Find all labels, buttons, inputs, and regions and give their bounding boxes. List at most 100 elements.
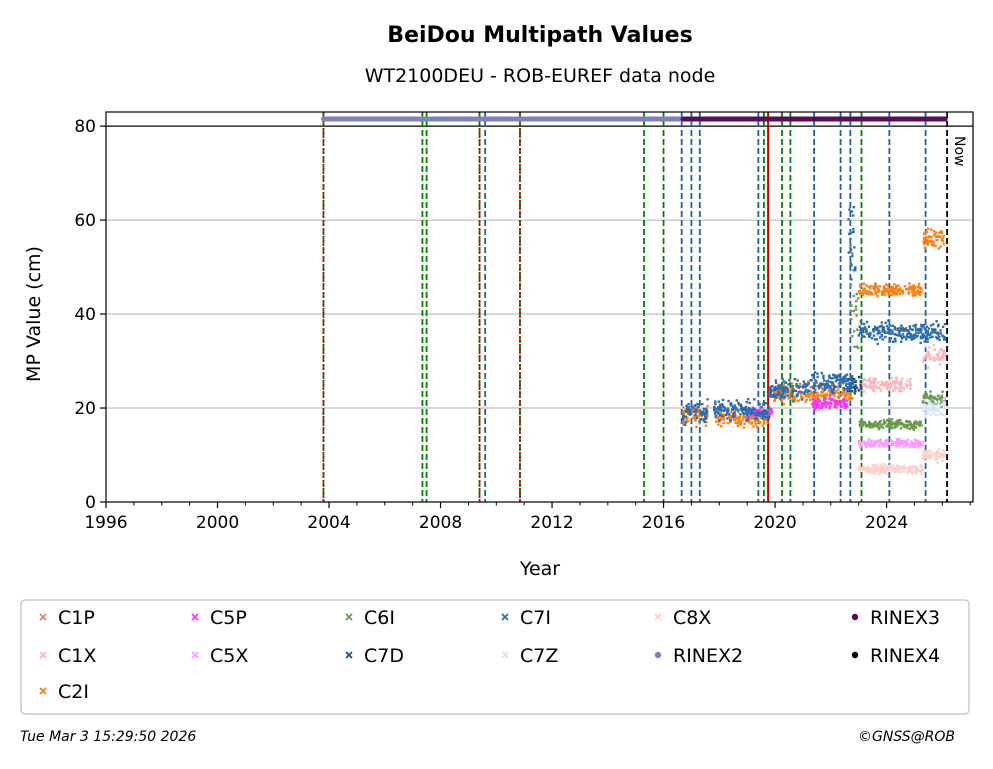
data-point xyxy=(862,464,865,468)
data-point xyxy=(762,409,765,412)
data-point xyxy=(879,471,882,474)
data-point xyxy=(760,406,764,409)
data-point xyxy=(772,393,776,396)
data-point xyxy=(742,415,745,418)
data-point xyxy=(873,464,876,467)
data-point xyxy=(852,294,855,298)
data-point xyxy=(923,246,927,249)
data-point xyxy=(688,413,692,416)
data-point xyxy=(769,391,772,394)
data-point xyxy=(843,388,847,391)
data-point xyxy=(907,292,910,295)
data-point xyxy=(874,292,877,295)
data-point xyxy=(829,404,832,408)
data-point xyxy=(922,357,926,361)
data-point xyxy=(810,373,814,377)
legend-item-rinex3: RINEX3 xyxy=(851,607,940,629)
data-point xyxy=(919,287,923,291)
data-point xyxy=(850,317,853,321)
data-point xyxy=(882,444,886,447)
data-point xyxy=(916,442,919,445)
data-point xyxy=(859,442,863,446)
data-point xyxy=(932,240,935,243)
data-point xyxy=(940,403,944,406)
data-point xyxy=(693,415,696,418)
data-point xyxy=(720,412,723,415)
data-point xyxy=(829,392,832,396)
data-point xyxy=(889,329,892,332)
data-point xyxy=(782,395,785,399)
data-point xyxy=(911,465,914,468)
data-point xyxy=(770,394,773,397)
data-point xyxy=(845,403,848,406)
data-point xyxy=(821,383,824,387)
data-point xyxy=(834,391,837,395)
data-point xyxy=(901,326,904,329)
data-point xyxy=(929,454,933,458)
data-point xyxy=(774,379,778,382)
data-point xyxy=(830,401,833,405)
data-point xyxy=(932,343,936,347)
data-point xyxy=(844,404,847,408)
data-point xyxy=(704,417,708,421)
data-point xyxy=(926,355,929,358)
data-point xyxy=(905,383,908,386)
data-point xyxy=(779,384,783,387)
x-tick-label: 2012 xyxy=(530,513,573,533)
data-point xyxy=(873,385,876,389)
data-point xyxy=(878,441,881,445)
data-point xyxy=(816,372,819,375)
data-point xyxy=(771,389,774,392)
data-point xyxy=(906,426,909,430)
data-point xyxy=(705,411,708,415)
data-point xyxy=(893,326,897,329)
data-point xyxy=(890,293,893,297)
data-point xyxy=(745,409,748,412)
data-point xyxy=(812,403,816,407)
legend-marker xyxy=(39,687,47,695)
data-point xyxy=(859,283,862,287)
data-point xyxy=(845,399,848,402)
data-point xyxy=(828,401,831,404)
data-point xyxy=(832,391,835,395)
data-point xyxy=(879,383,883,387)
data-point xyxy=(899,423,902,426)
data-point xyxy=(883,384,887,387)
data-point xyxy=(698,414,702,417)
data-point xyxy=(943,349,946,353)
data-point xyxy=(747,410,750,413)
data-point xyxy=(828,397,831,400)
data-point xyxy=(776,393,779,396)
data-point xyxy=(910,425,913,429)
data-point xyxy=(735,399,738,402)
data-point xyxy=(893,283,896,286)
data-point xyxy=(826,382,829,386)
data-point xyxy=(925,451,929,454)
now-label: Now xyxy=(951,136,967,167)
data-point xyxy=(912,422,916,425)
data-point xyxy=(882,470,885,474)
data-point xyxy=(870,425,874,428)
data-point xyxy=(752,425,755,428)
data-point xyxy=(941,237,944,240)
data-point xyxy=(859,444,863,447)
data-point xyxy=(791,397,795,400)
legend-label: C7I xyxy=(520,607,551,629)
data-point xyxy=(808,389,811,392)
data-point xyxy=(791,384,794,388)
data-point xyxy=(806,391,809,394)
data-point xyxy=(919,335,923,338)
data-point xyxy=(813,371,817,374)
data-point xyxy=(921,440,924,444)
data-point xyxy=(696,415,699,418)
data-point xyxy=(798,382,802,385)
data-point xyxy=(883,289,887,293)
legend-label: RINEX2 xyxy=(673,645,743,667)
data-point xyxy=(686,419,689,423)
data-point xyxy=(878,336,882,339)
data-point xyxy=(793,396,797,399)
data-point xyxy=(909,288,912,291)
data-point xyxy=(921,467,924,471)
data-point xyxy=(908,286,912,289)
data-point xyxy=(906,424,909,427)
